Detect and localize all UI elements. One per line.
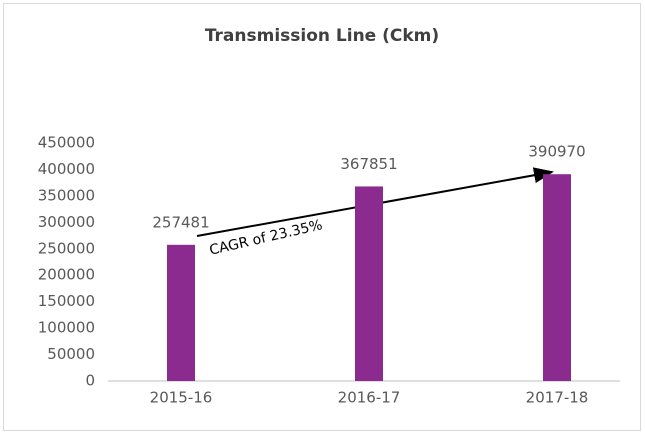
bar — [355, 186, 383, 381]
y-tick-label: 450000 — [38, 134, 95, 152]
y-tick-label: 300000 — [38, 213, 95, 231]
data-label: 257481 — [152, 213, 209, 231]
y-tick-label: 50000 — [47, 345, 95, 363]
chart-title: Transmission Line (Ckm) — [205, 26, 439, 46]
y-tick-label: 100000 — [38, 319, 95, 337]
bar — [167, 244, 195, 381]
y-tick-label: 150000 — [38, 292, 95, 310]
y-tick-label: 250000 — [38, 239, 95, 257]
bar — [543, 174, 571, 381]
y-tick-label: 200000 — [38, 266, 95, 284]
x-tick-label: 2016-17 — [338, 389, 401, 407]
y-tick-label: 0 — [85, 372, 95, 390]
y-tick-label: 350000 — [38, 186, 95, 204]
y-tick-label: 400000 — [38, 160, 95, 178]
x-tick-label: 2017-18 — [526, 389, 589, 407]
data-label: 390970 — [528, 143, 585, 161]
x-tick-label: 2015-16 — [150, 389, 213, 407]
data-label: 367851 — [340, 155, 397, 173]
chart-border — [3, 3, 641, 431]
